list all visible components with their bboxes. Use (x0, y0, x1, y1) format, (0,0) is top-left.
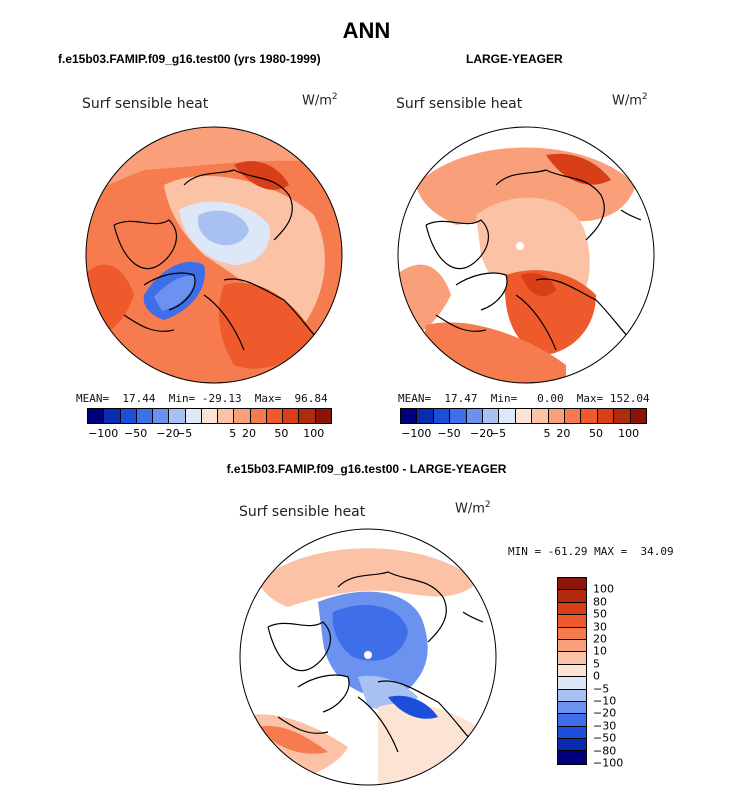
colorbar-tick-label: −50 (593, 731, 617, 745)
colorbar-tick-label: 5 (593, 657, 600, 671)
panel1-colorbar-labels: −100 −50 −20 −5 5 20 50 100 (87, 427, 330, 441)
colorbar-swatch (283, 409, 300, 423)
panel2-units-label: W/m2 (612, 92, 648, 109)
colorbar-swatch (153, 409, 170, 423)
panel2-stats: MEAN= 17.47 Min= 0.00 Max= 152.04 (398, 392, 650, 405)
colorbar-swatch (558, 689, 586, 702)
colorbar-swatch (417, 409, 434, 423)
panel3-variable-label: Surf sensible heat (239, 504, 366, 520)
colorbar-swatch (433, 409, 451, 423)
colorbar-tick-label: 20 (593, 632, 607, 646)
colorbar-tick-label: 20 (241, 427, 256, 440)
colorbar-swatch (88, 409, 105, 423)
panel1-units-label: W/m2 (302, 92, 338, 109)
panel2-colorbar (400, 408, 647, 424)
panel3-colorbar-labels: 100 80 50 30 20 10 5 0 −5 −10 −20 −30 −50 −80 −100 (593, 577, 633, 770)
colorbar-tick-label: −100 (593, 756, 624, 770)
panel2-subtitle: LARGE-YEAGER (466, 52, 563, 66)
panel3-subtitle: f.e15b03.FAMIP.f09_g16.test00 - LARGE-YE… (226, 462, 507, 476)
colorbar-swatch (558, 739, 586, 752)
panel1-variable-label: Surf sensible heat (82, 96, 209, 112)
colorbar-swatch (558, 627, 586, 640)
colorbar-swatch (565, 409, 582, 423)
colorbar-swatch (185, 409, 202, 423)
colorbar-swatch (515, 409, 533, 423)
colorbar-tick-label: 100 (593, 582, 614, 596)
colorbar-swatch (401, 409, 418, 423)
colorbar-tick-label: −50 (123, 427, 148, 440)
colorbar-swatch (499, 409, 516, 423)
colorbar-swatch (558, 664, 586, 678)
colorbar-tick-label: −5 (593, 682, 610, 696)
colorbar-swatch (558, 602, 586, 616)
colorbar-swatch (597, 409, 615, 423)
colorbar-tick-label: −20 (156, 427, 180, 440)
colorbar-tick-label: −30 (593, 719, 617, 733)
colorbar-tick-label: 10 (593, 644, 607, 658)
colorbar-tick-label: −10 (593, 694, 617, 708)
panel2-variable-label: Surf sensible heat (396, 96, 523, 112)
panel1-subtitle: f.e15b03.FAMIP.f09_g16.test00 (yrs 1980-… (58, 52, 321, 66)
colorbar-swatch (558, 714, 586, 727)
panel3-units-label: W/m2 (455, 500, 491, 517)
colorbar-tick-label: −100 (88, 427, 119, 440)
colorbar-swatch (169, 409, 186, 423)
colorbar-swatch (558, 751, 586, 764)
colorbar-swatch (558, 677, 586, 690)
colorbar-swatch (315, 409, 331, 423)
panel3-stats: MIN = -61.29 MAX = 34.09 (508, 545, 674, 558)
colorbar-tick-label: −100 (401, 427, 432, 440)
panel2-colorbar-labels: −100 −50 −20 −5 5 20 50 100 (400, 427, 645, 441)
colorbar-swatch (532, 409, 549, 423)
colorbar-tick-label: 100 (618, 427, 640, 440)
colorbar-swatch (558, 726, 586, 740)
panel1-colorbar (87, 408, 332, 424)
colorbar-tick-label: −80 (593, 744, 617, 758)
colorbar-swatch (250, 409, 267, 423)
colorbar-swatch (104, 409, 121, 423)
colorbar-swatch (548, 409, 566, 423)
colorbar-tick-label: −20 (470, 427, 494, 440)
colorbar-swatch (299, 409, 316, 423)
colorbar-tick-label: −5 (489, 427, 507, 440)
colorbar-swatch (558, 639, 586, 653)
panel3-polar-map (239, 528, 497, 786)
colorbar-swatch (218, 409, 235, 423)
colorbar-tick-label: −5 (176, 427, 193, 440)
colorbar-swatch (581, 409, 598, 423)
colorbar-tick-label: 80 (593, 595, 607, 609)
colorbar-tick-label: −50 (437, 427, 461, 440)
colorbar-tick-label: 5 (229, 427, 237, 440)
colorbar-tick-label: 20 (556, 427, 571, 440)
colorbar-swatch (558, 590, 586, 603)
colorbar-tick-label: 0 (593, 669, 600, 683)
panel2-polar-map (397, 126, 655, 384)
colorbar-swatch (483, 409, 500, 423)
colorbar-tick-label: 50 (274, 427, 289, 440)
colorbar-tick-label: 100 (303, 427, 325, 440)
colorbar-swatch (201, 409, 219, 423)
colorbar-swatch (630, 409, 647, 423)
colorbar-tick-label: 30 (593, 620, 607, 634)
colorbar-swatch (266, 409, 284, 423)
colorbar-swatch (450, 409, 467, 423)
colorbar-swatch (234, 409, 251, 423)
panel3-colorbar (557, 577, 587, 765)
colorbar-tick-label: 5 (543, 427, 551, 440)
panel1-polar-map (85, 126, 343, 384)
colorbar-swatch (136, 409, 154, 423)
colorbar-swatch (558, 615, 586, 628)
colorbar-swatch (558, 652, 586, 665)
main-title: ANN (342, 18, 391, 43)
panel1-stats: MEAN= 17.44 Min= -29.13 Max= 96.84 (76, 392, 328, 405)
colorbar-tick-label: 50 (593, 607, 607, 621)
colorbar-swatch (466, 409, 484, 423)
colorbar-swatch (558, 701, 586, 715)
colorbar-swatch (120, 409, 137, 423)
colorbar-swatch (614, 409, 631, 423)
colorbar-tick-label: 50 (589, 427, 603, 440)
colorbar-swatch (558, 578, 586, 591)
colorbar-tick-label: −20 (593, 706, 617, 720)
